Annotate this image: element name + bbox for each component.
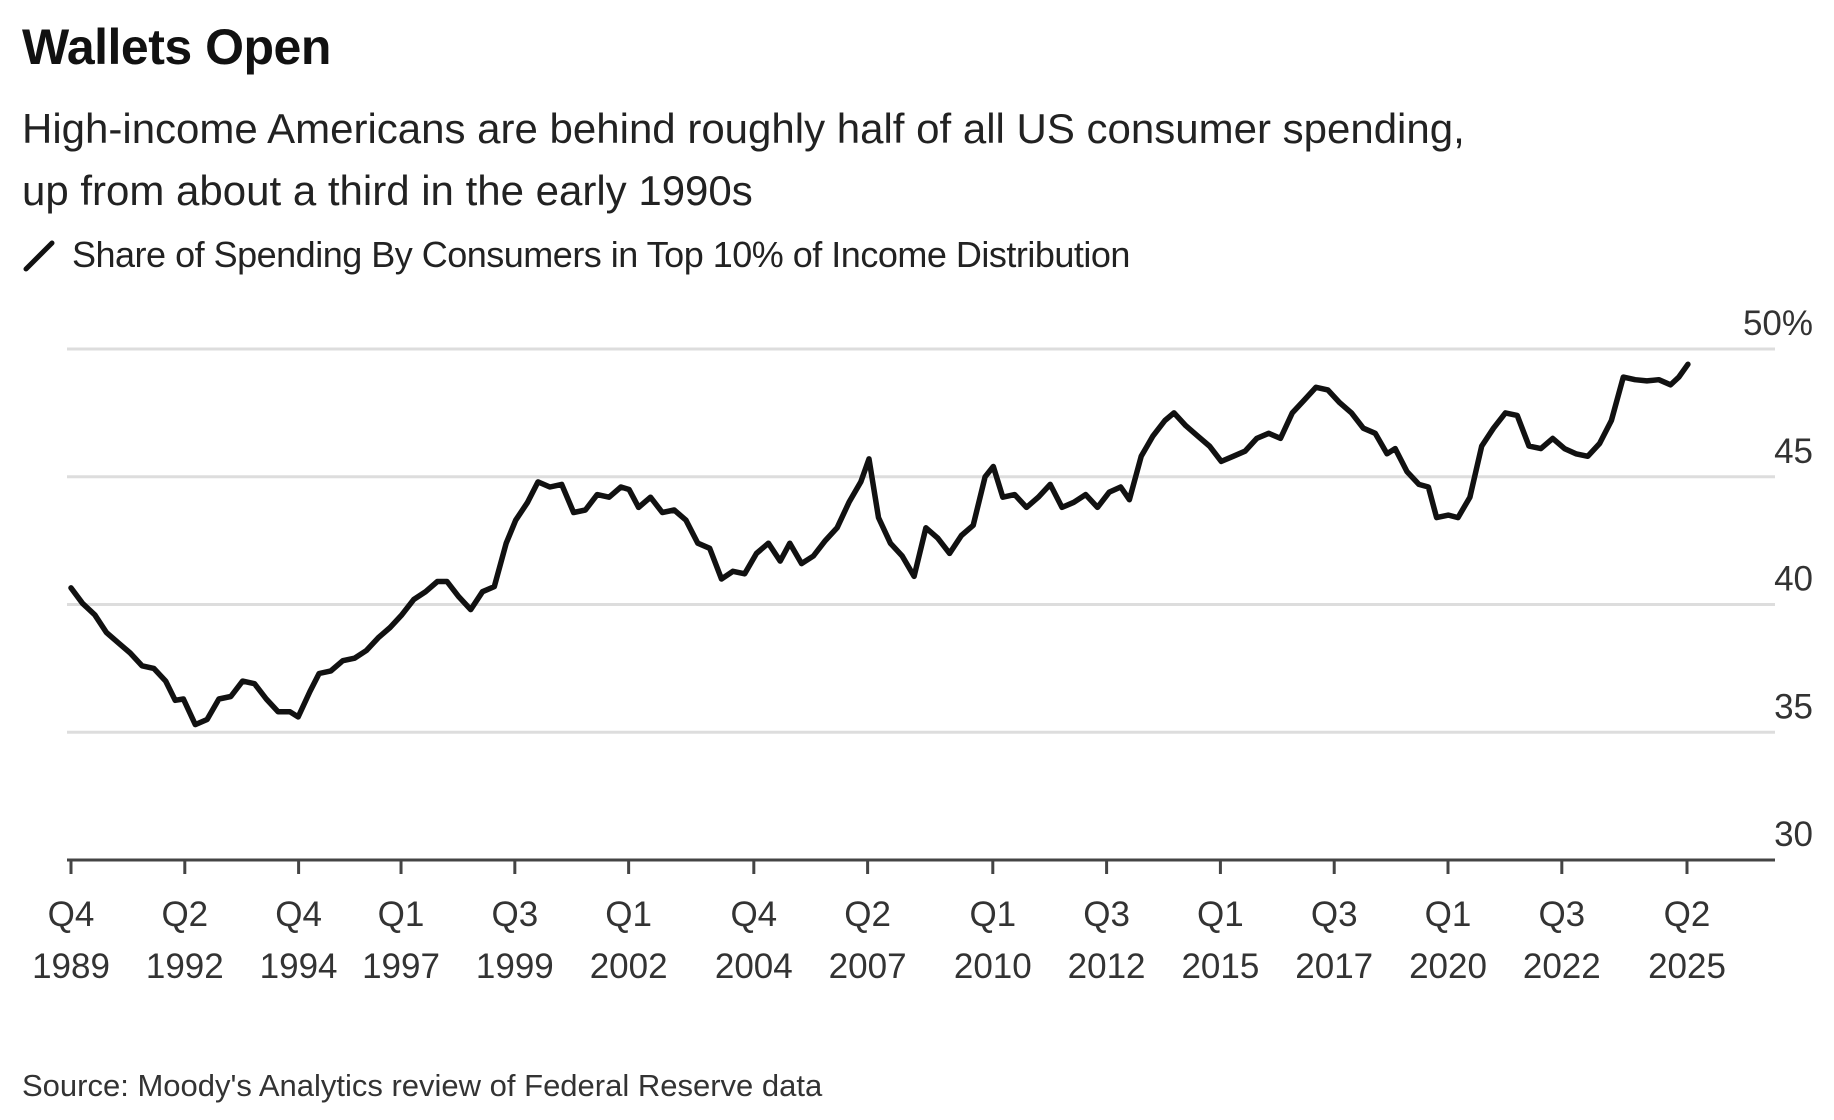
x-tick-year: 1997 — [362, 947, 440, 986]
x-tick-quarter: Q3 — [491, 895, 538, 934]
x-tick-quarter: Q1 — [1425, 895, 1472, 934]
x-tick-year: 2007 — [829, 947, 907, 986]
subtitle-line: up from about a third in the early 1990s — [22, 167, 753, 214]
x-tick-quarter: Q4 — [730, 895, 777, 934]
x-tick-year: 2010 — [954, 947, 1032, 986]
subtitle-line: High-income Americans are behind roughly… — [22, 105, 1465, 152]
legend-line-icon — [23, 240, 55, 272]
x-tick-quarter: Q2 — [844, 895, 891, 934]
x-tick-year: 2004 — [715, 947, 793, 986]
x-tick-year: 2022 — [1523, 947, 1601, 986]
x-tick-year: 2017 — [1295, 947, 1373, 986]
chart-title: Wallets Open — [22, 19, 331, 75]
chart-subtitle: High-income Americans are behind roughly… — [22, 98, 1822, 222]
y-tick-label: 30 — [1774, 815, 1813, 854]
x-tick-quarter: Q1 — [605, 895, 652, 934]
x-tick-year: 2020 — [1409, 947, 1487, 986]
x-tick-quarter: Q3 — [1311, 895, 1358, 934]
legend: Share of Spending By Consumers in Top 10… — [22, 234, 1130, 276]
source-note: Source: Moody's Analytics review of Fede… — [22, 1068, 823, 1103]
y-tick-label: 40 — [1774, 560, 1813, 599]
x-tick-quarter: Q1 — [969, 895, 1016, 934]
x-tick-year: 2025 — [1648, 947, 1726, 986]
x-tick-quarter: Q2 — [161, 895, 208, 934]
x-tick-quarter: Q3 — [1083, 895, 1130, 934]
x-tick-year: 1994 — [260, 947, 338, 986]
y-tick-label: 45 — [1774, 432, 1813, 471]
x-tick-quarter: Q1 — [378, 895, 425, 934]
x-tick-quarter: Q2 — [1664, 895, 1711, 934]
series-line — [68, 361, 1691, 728]
x-tick-quarter: Q1 — [1197, 895, 1244, 934]
x-tick-quarter: Q4 — [275, 895, 322, 934]
x-tick-year: 1999 — [476, 947, 554, 986]
y-tick-label: 50% — [1743, 304, 1813, 343]
x-tick-quarter: Q4 — [48, 895, 95, 934]
x-tick-year: 2015 — [1181, 947, 1259, 986]
y-tick-label: 35 — [1774, 687, 1813, 726]
legend-label: Share of Spending By Consumers in Top 10… — [72, 234, 1130, 275]
x-tick-year: 1992 — [146, 947, 224, 986]
x-tick-quarter: Q3 — [1538, 895, 1585, 934]
x-tick-year: 2002 — [590, 947, 668, 986]
x-tick-year: 1989 — [32, 947, 110, 986]
x-tick-year: 2012 — [1068, 947, 1146, 986]
